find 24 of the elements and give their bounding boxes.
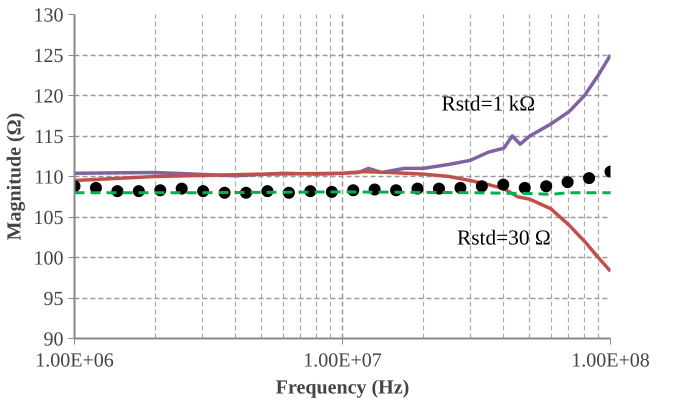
point: [476, 180, 488, 192]
point: [176, 182, 188, 195]
point: [583, 172, 596, 184]
point: [432, 182, 445, 195]
series-label: Rstd=30 Ω: [457, 225, 551, 250]
x-axis-title: Frequency (Hz): [276, 376, 410, 398]
series-label: Rstd=1 kΩ: [441, 92, 536, 116]
point: [562, 176, 574, 188]
y-tick-label: 130: [34, 4, 64, 26]
y-tick-label: 100: [34, 248, 64, 270]
y-tick-label: 95: [44, 288, 64, 310]
point: [497, 178, 510, 191]
x-tick-label: 1.00E+08: [571, 350, 650, 372]
y-tick-label: 105: [34, 207, 64, 229]
y-tick-label: 120: [34, 86, 64, 108]
y-tick-label: 110: [34, 166, 64, 188]
y-tick-label: 90: [44, 328, 64, 350]
x-tick-label: 1.00E+06: [35, 350, 114, 372]
point: [540, 180, 552, 192]
y-axis-title: Magnitude (Ω): [4, 112, 26, 240]
y-tick-label: 115: [34, 126, 64, 148]
y-tick-label: 125: [34, 45, 64, 67]
x-tick-label: 1.00E+07: [303, 350, 382, 372]
point: [518, 182, 531, 194]
